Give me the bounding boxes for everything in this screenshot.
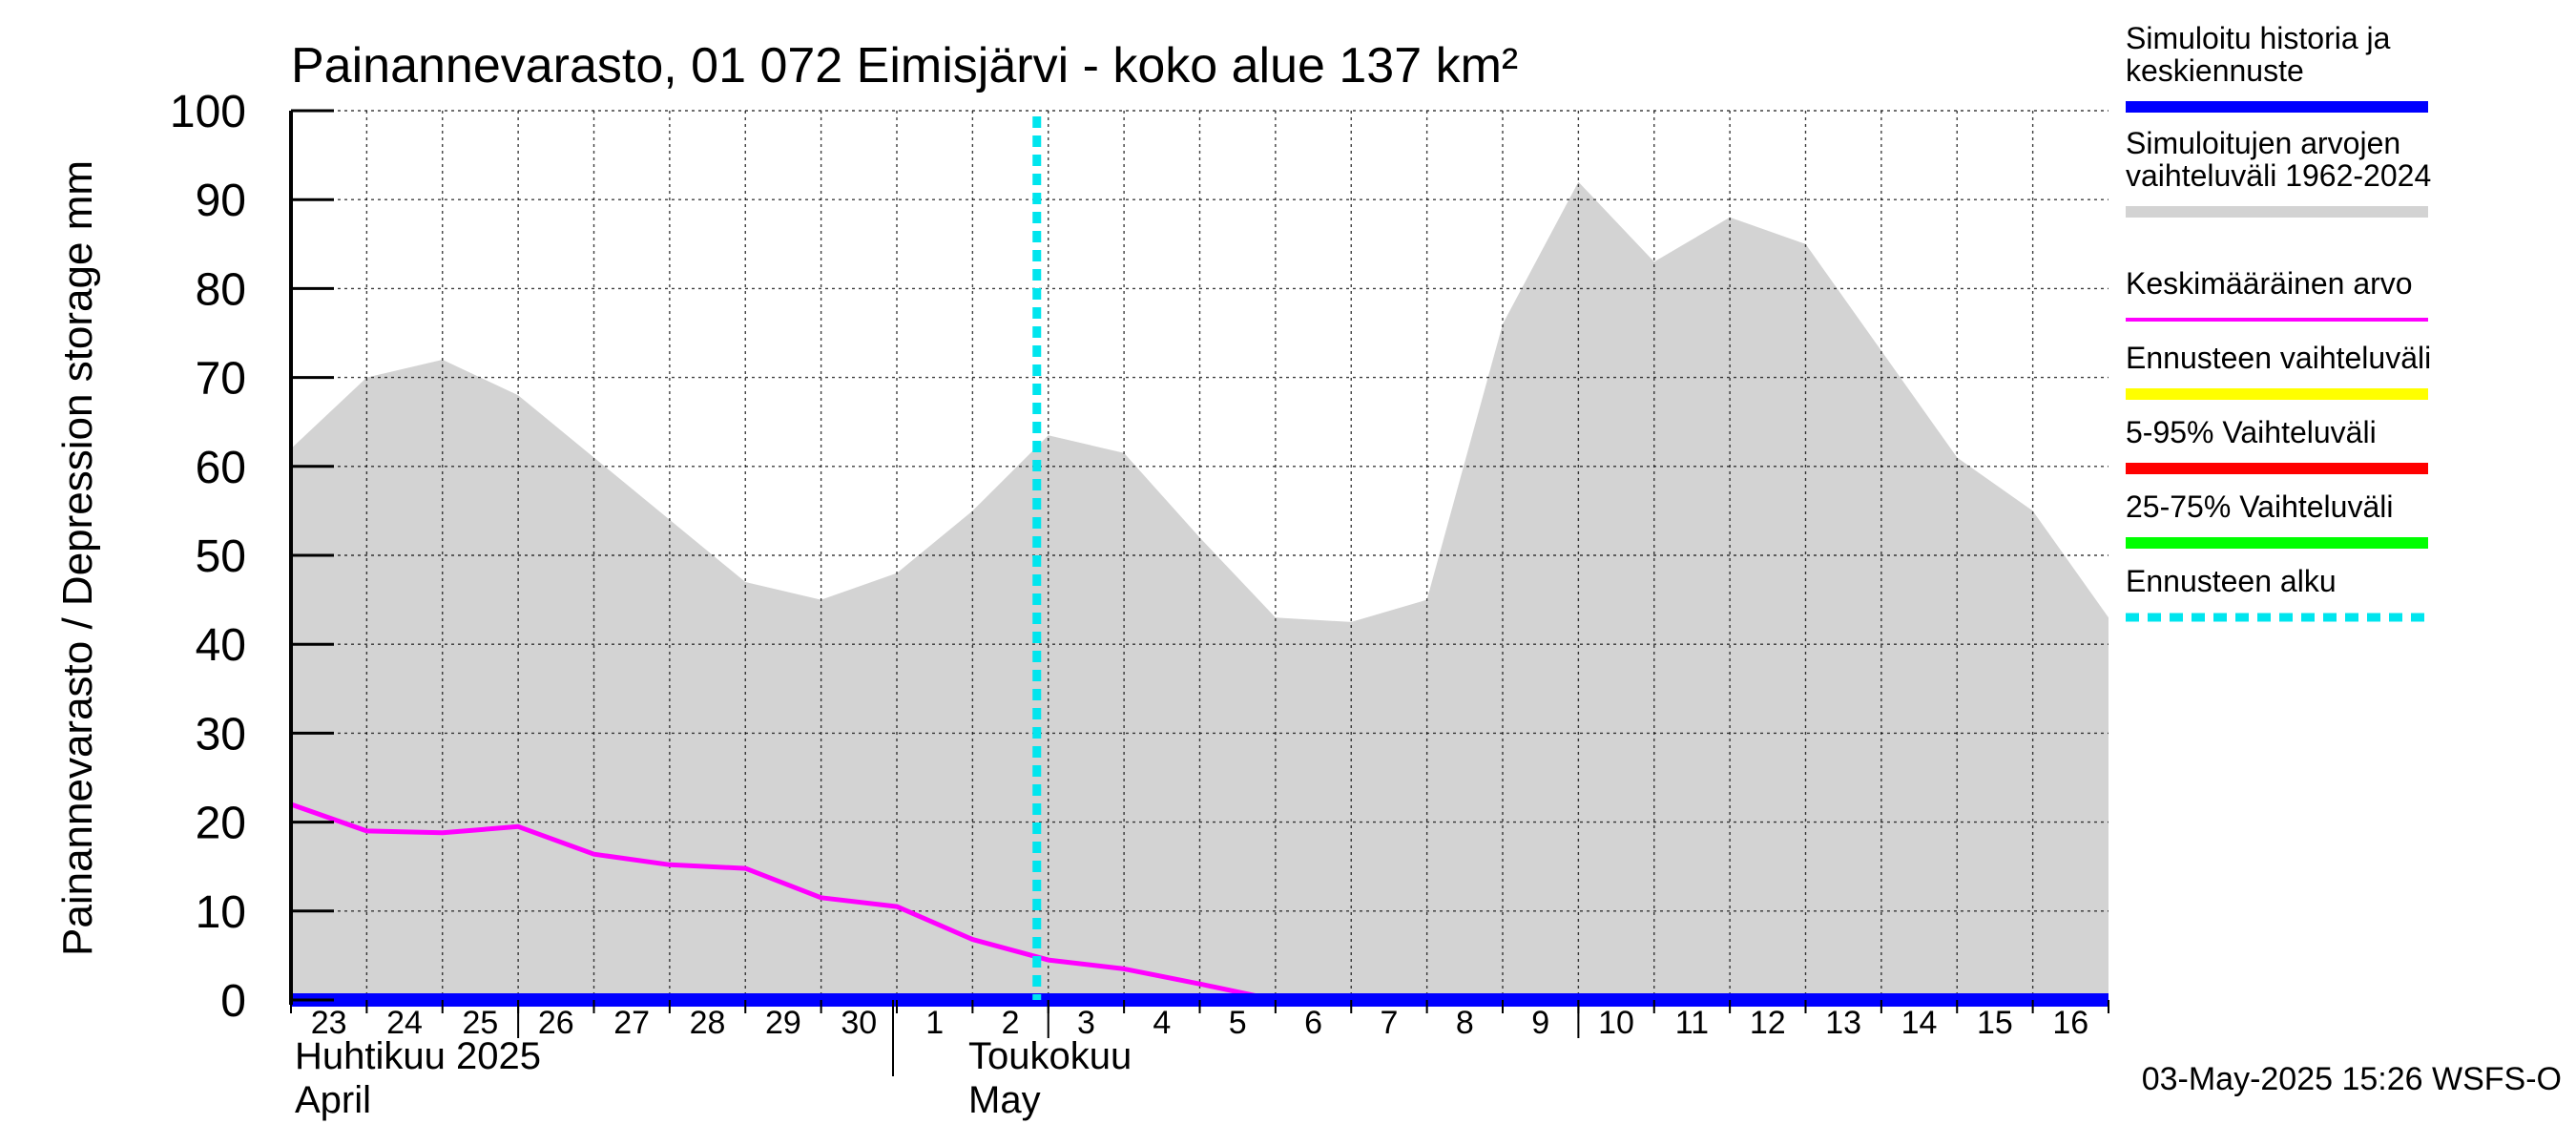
legend-label: Simuloitu historia ja keskiennuste <box>2126 21 2391 88</box>
y-tick-label: 40 <box>196 620 246 671</box>
y-tick-label: 30 <box>196 709 246 760</box>
x-tick-label: 2 <box>1002 1005 1020 1041</box>
x-tick-label: 9 <box>1531 1005 1549 1041</box>
y-tick-label: 20 <box>196 799 246 849</box>
x-tick-label: 13 <box>1825 1005 1861 1041</box>
x-tick-label: 4 <box>1153 1005 1171 1041</box>
y-tick-label: 100 <box>170 87 246 137</box>
y-tick-label: 0 <box>220 976 246 1027</box>
x-tick-label: 26 <box>538 1005 574 1041</box>
month-label-en: April <box>295 1079 371 1121</box>
y-tick-label: 80 <box>196 264 246 315</box>
x-tick-label: 15 <box>1977 1005 2013 1041</box>
y-tick-label: 10 <box>196 887 246 938</box>
month-label-en: May <box>968 1079 1041 1121</box>
timestamp: 03-May-2025 15:26 WSFS-O <box>2142 1061 2562 1097</box>
y-axis-label: Painannevarasto / Depression storage mm <box>54 160 101 956</box>
y-tick-label: 70 <box>196 354 246 405</box>
y-tick-label: 60 <box>196 443 246 493</box>
x-tick-label: 6 <box>1304 1005 1322 1041</box>
grid-layer <box>291 110 2109 1000</box>
x-tick-label: 8 <box>1456 1005 1474 1041</box>
x-tick-label: 3 <box>1077 1005 1095 1041</box>
x-tick-labels: 23 24 25 26 27 28 29 30 1 2 3 4 5 6 7 8 9 10 11 12 13 14 15 16 <box>311 1005 2088 1041</box>
axis-layer <box>289 109 2109 1076</box>
legend-label: 25-75% Vaihteluväli <box>2126 489 2393 524</box>
legend-label: Ennusteen alku <box>2126 564 2337 598</box>
x-tick-label: 5 <box>1229 1005 1247 1041</box>
y-tick-label: 90 <box>196 176 246 226</box>
x-tick-label: 23 <box>311 1005 347 1041</box>
x-tick-label: 28 <box>690 1005 726 1041</box>
x-tick-label: 29 <box>765 1005 801 1041</box>
month-label-fi: Toukokuu <box>968 1035 1132 1077</box>
x-tick-label: 24 <box>386 1005 423 1041</box>
x-tick-label: 25 <box>463 1005 499 1041</box>
x-tick-label: 27 <box>613 1005 650 1041</box>
x-tick-label: 7 <box>1380 1005 1398 1041</box>
x-tick-label: 12 <box>1750 1005 1786 1041</box>
x-tick-label: 16 <box>2052 1005 2088 1041</box>
x-tick-label: 14 <box>1901 1005 1938 1041</box>
y-tick-labels: 0 10 20 30 40 50 60 70 80 90 100 <box>170 87 246 1027</box>
legend-label: Ennusteen vaihteluväli <box>2126 341 2431 375</box>
x-tick-label: 30 <box>841 1005 877 1041</box>
chart-title: Painannevarasto, 01 072 Eimisjärvi - kok… <box>291 38 1518 94</box>
month-label-fi: Huhtikuu 2025 <box>295 1035 541 1077</box>
legend-label: 5-95% Vaihteluväli <box>2126 415 2377 449</box>
legend: Simuloitu historia ja keskiennuste Simuloi… <box>2126 21 2431 622</box>
x-tick-label: 11 <box>1675 1005 1709 1041</box>
x-tick-label: 10 <box>1598 1005 1634 1041</box>
y-tick-label: 50 <box>196 531 246 582</box>
x-tick-label: 1 <box>925 1005 944 1041</box>
legend-label: Keskimääräinen arvo <box>2126 266 2413 301</box>
legend-label: Simuloitujen arvojen vaihteluväli 1962-20… <box>2126 126 2431 193</box>
